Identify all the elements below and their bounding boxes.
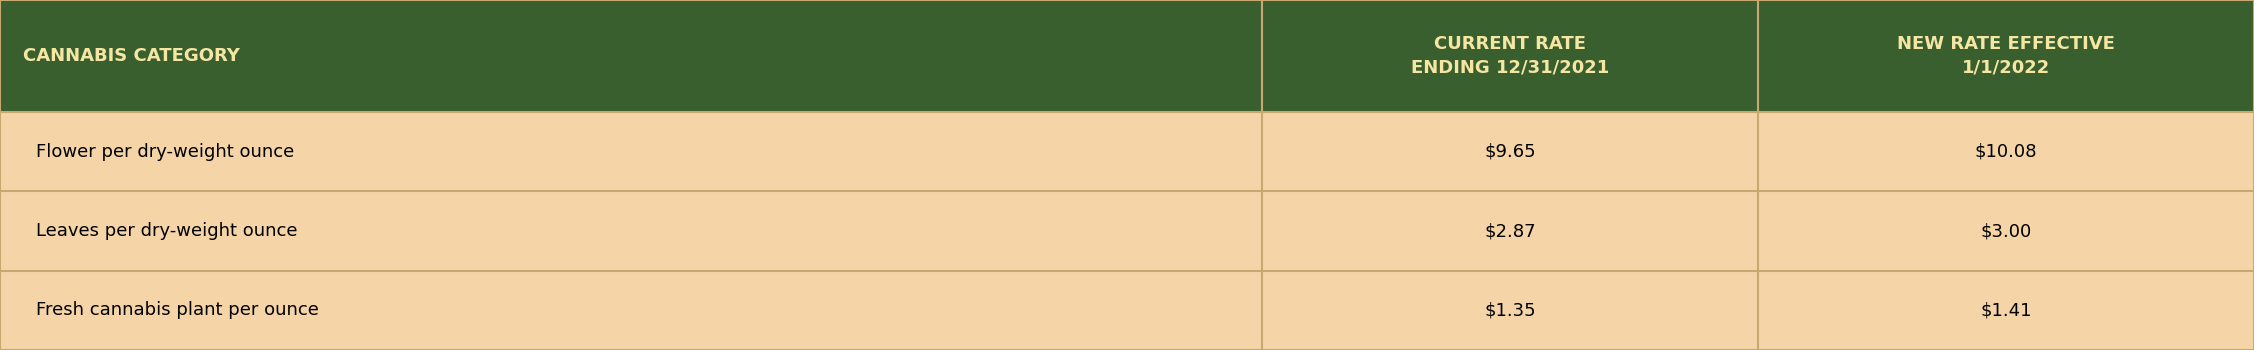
FancyBboxPatch shape — [1262, 0, 1758, 112]
Text: $1.41: $1.41 — [1981, 301, 2031, 319]
FancyBboxPatch shape — [1262, 112, 1758, 191]
Text: Fresh cannabis plant per ounce: Fresh cannabis plant per ounce — [36, 301, 318, 319]
FancyBboxPatch shape — [0, 0, 1262, 112]
Text: CURRENT RATE
ENDING 12/31/2021: CURRENT RATE ENDING 12/31/2021 — [1411, 35, 1609, 77]
FancyBboxPatch shape — [1758, 271, 2254, 350]
Text: CANNABIS CATEGORY: CANNABIS CATEGORY — [23, 47, 239, 65]
FancyBboxPatch shape — [0, 112, 1262, 191]
FancyBboxPatch shape — [0, 271, 1262, 350]
Text: $9.65: $9.65 — [1485, 143, 1535, 161]
FancyBboxPatch shape — [1262, 271, 1758, 350]
FancyBboxPatch shape — [1758, 112, 2254, 191]
Text: Leaves per dry-weight ounce: Leaves per dry-weight ounce — [36, 222, 298, 240]
Text: $2.87: $2.87 — [1485, 222, 1535, 240]
Text: Flower per dry-weight ounce: Flower per dry-weight ounce — [36, 143, 295, 161]
Text: $1.35: $1.35 — [1485, 301, 1535, 319]
Text: $10.08: $10.08 — [1975, 143, 2038, 161]
FancyBboxPatch shape — [1758, 0, 2254, 112]
Text: NEW RATE EFFECTIVE
1/1/2022: NEW RATE EFFECTIVE 1/1/2022 — [1898, 35, 2114, 77]
FancyBboxPatch shape — [1758, 191, 2254, 271]
Text: $3.00: $3.00 — [1981, 222, 2031, 240]
FancyBboxPatch shape — [0, 191, 1262, 271]
FancyBboxPatch shape — [1262, 191, 1758, 271]
